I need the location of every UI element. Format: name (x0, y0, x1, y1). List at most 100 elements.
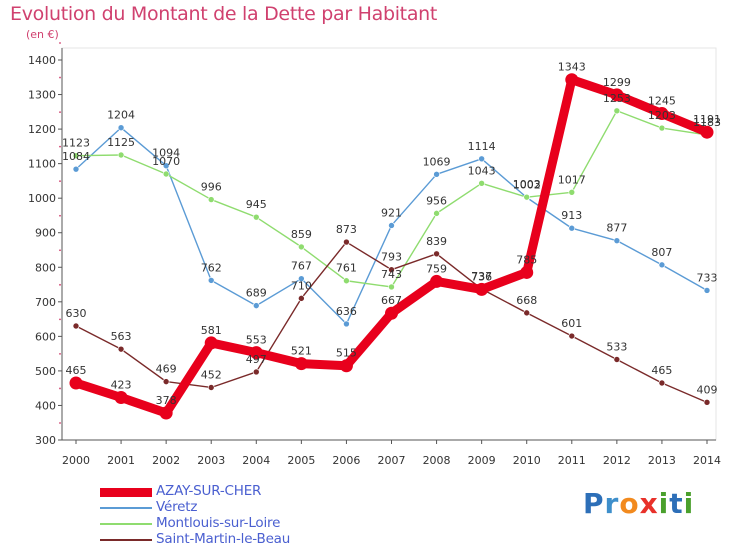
x-tick-label: 2002 (152, 454, 180, 467)
data-point (207, 196, 215, 203)
data-point (568, 224, 576, 232)
data-point (159, 406, 173, 420)
data-label: 497 (246, 353, 267, 366)
data-point (117, 151, 125, 159)
logo-letter: r (604, 487, 620, 520)
chart-subtitle: (en €) (26, 28, 59, 41)
data-label: 1017 (558, 173, 586, 186)
data-label: 378 (156, 394, 177, 407)
legend-swatch (100, 523, 152, 525)
data-point (565, 73, 579, 87)
data-label: 409 (697, 383, 718, 396)
y-minor-dot (59, 214, 61, 217)
x-tick-label: 2012 (603, 454, 631, 467)
data-label: 1069 (423, 155, 451, 168)
y-tick-label: 500 (35, 365, 56, 378)
data-point (478, 155, 485, 163)
data-point (343, 277, 350, 285)
data-point (478, 180, 485, 187)
data-label: 945 (246, 198, 267, 211)
data-label: 956 (426, 194, 447, 207)
data-point (252, 368, 260, 376)
data-label: 630 (66, 307, 87, 320)
legend-label: AZAY-SUR-CHER (156, 483, 262, 499)
data-label: 1299 (603, 76, 631, 89)
proxiti-logo: Proxiti (583, 487, 694, 520)
y-minor-dot (59, 180, 61, 183)
data-point (703, 399, 711, 406)
data-label: 921 (381, 206, 402, 219)
y-tick-label: 900 (35, 227, 56, 240)
data-point (69, 376, 83, 390)
data-label: 736 (471, 270, 492, 283)
data-label: 452 (201, 368, 222, 381)
legend-label: Montlouis-sur-Loire (156, 515, 281, 531)
data-label: 733 (697, 271, 718, 284)
data-label: 667 (381, 294, 402, 307)
data-point (343, 320, 350, 328)
data-point (568, 189, 576, 196)
data-point (204, 336, 218, 350)
data-label: 759 (426, 262, 447, 275)
data-label: 1114 (468, 140, 496, 153)
data-label: 859 (291, 228, 312, 241)
data-point (117, 345, 125, 353)
y-tick-label: 700 (35, 296, 56, 309)
data-label: 533 (606, 341, 627, 354)
data-label: 1204 (107, 109, 135, 122)
data-label: 1094 (152, 147, 180, 160)
data-point (117, 124, 125, 132)
data-point (162, 162, 170, 170)
data-label: 515 (336, 347, 357, 360)
data-label: 1253 (603, 92, 631, 105)
data-label: 1003 (513, 178, 541, 191)
y-minor-dot (59, 283, 61, 286)
data-label: 521 (291, 345, 312, 358)
y-minor-dot (59, 111, 61, 113)
y-tick-label: 1000 (28, 192, 56, 205)
y-minor-dot (59, 422, 61, 424)
data-label: 636 (336, 305, 357, 318)
data-point (72, 165, 80, 173)
data-point (162, 170, 170, 178)
data-label: 1125 (107, 136, 135, 149)
y-tick-label: 1300 (28, 89, 56, 102)
logo-letter: x (639, 487, 659, 520)
x-tick-label: 2010 (513, 454, 541, 467)
logo-letter: i (683, 487, 695, 520)
data-label: 553 (246, 334, 267, 347)
data-point (388, 222, 395, 229)
data-point (388, 266, 395, 273)
data-point (343, 238, 350, 246)
x-tick-label: 2014 (693, 454, 721, 467)
data-label: 913 (561, 209, 582, 222)
y-minor-dot (59, 387, 61, 390)
y-tick-label: 1400 (28, 54, 56, 67)
x-tick-label: 2003 (197, 454, 225, 467)
data-label: 601 (561, 317, 582, 330)
data-label: 839 (426, 235, 447, 248)
logo-letter: i (658, 487, 670, 520)
data-label: 423 (111, 379, 132, 392)
x-tick-label: 2009 (468, 454, 496, 467)
x-tick-label: 2006 (332, 454, 360, 467)
x-tick-label: 2000 (62, 454, 90, 467)
data-point (613, 107, 621, 115)
data-point (298, 295, 305, 302)
data-label: 996 (201, 181, 222, 194)
y-tick-label: 400 (35, 399, 56, 412)
legend-swatch (100, 507, 152, 509)
y-minor-dot (59, 353, 61, 355)
data-label: 710 (291, 279, 312, 292)
data-point (520, 265, 534, 279)
data-label: 807 (651, 246, 672, 259)
data-label: 785 (516, 253, 537, 266)
data-label: 1002 (513, 178, 541, 191)
data-label: 1203 (648, 109, 676, 122)
legend-label: Véretz (156, 499, 198, 515)
data-label: 465 (651, 364, 672, 377)
x-tick-label: 2008 (423, 454, 451, 467)
data-point (433, 171, 440, 178)
y-tick-label: 800 (35, 261, 56, 274)
